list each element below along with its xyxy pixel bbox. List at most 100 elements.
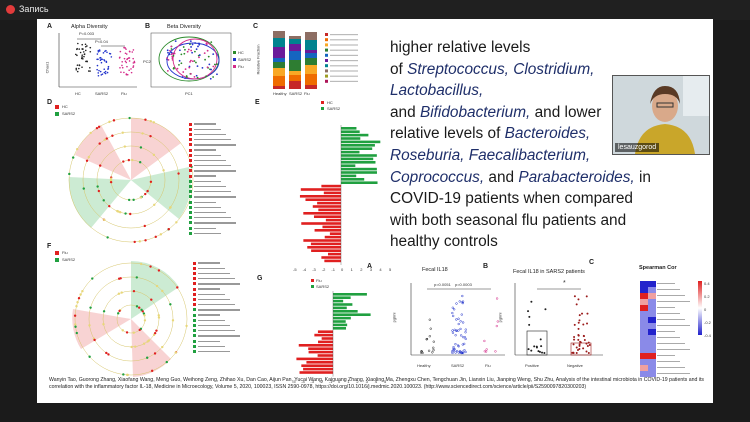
il18-point	[451, 311, 454, 315]
slide-body-text: higher relative levels of Streptococcus,…	[390, 37, 713, 253]
il18-point	[461, 294, 464, 298]
stack-legend-text	[330, 70, 358, 72]
cladogram-node	[139, 262, 143, 266]
heatmap-cell	[648, 365, 656, 371]
lda-tick: 2	[356, 379, 359, 384]
alpha-point	[76, 54, 78, 57]
cladogram-node	[97, 189, 101, 193]
lefse-key-item	[189, 132, 236, 137]
record-icon[interactable]	[6, 5, 15, 14]
lefse-key-swatch	[193, 277, 196, 281]
alpha-point	[77, 42, 79, 45]
il18-b-point	[575, 351, 578, 354]
cladogram-node	[132, 198, 135, 202]
lda-bar	[317, 354, 333, 357]
presenter-webcam[interactable]: lesauzgorod	[612, 75, 710, 155]
lefse-key-item	[189, 122, 236, 127]
heatmap-cell	[640, 329, 648, 335]
il18-point	[452, 314, 455, 318]
cladogram-node	[135, 276, 138, 279]
lda-tick: -1	[328, 379, 333, 384]
il18-a-p2: p=0.0003	[455, 282, 472, 287]
lda-bar	[327, 252, 341, 256]
lda-tick: 3	[369, 267, 373, 272]
il18-point	[456, 344, 460, 347]
lefse-key-text	[194, 222, 236, 224]
il18-point	[483, 350, 486, 353]
alpha-point	[84, 45, 87, 48]
beta-point	[210, 68, 213, 71]
cladogram-node	[143, 224, 146, 228]
alpha-point	[106, 51, 108, 54]
beta-point	[186, 50, 189, 53]
lefse-key-text	[198, 283, 240, 285]
alpha-point	[76, 70, 79, 73]
stack-legend-swatch	[325, 48, 328, 52]
cladogram-node	[108, 120, 111, 124]
il18-point	[452, 308, 456, 311]
alpha-point	[84, 49, 87, 52]
il18-point	[495, 297, 499, 300]
beta-point	[170, 53, 173, 56]
il18-b-point	[541, 351, 544, 354]
il18-b-point	[583, 338, 586, 341]
beta-legend-hc: HC	[238, 50, 244, 55]
stack-legend-swatch	[325, 74, 328, 78]
lefse-key-swatch	[189, 200, 192, 204]
alpha-point	[107, 67, 110, 69]
cladogram-node	[107, 353, 110, 356]
alpha-point	[110, 56, 113, 58]
lefse-key-swatch	[193, 350, 196, 354]
lefse-key-swatch	[193, 339, 196, 343]
heatmap-cell	[640, 281, 648, 287]
cladogram-node	[140, 308, 143, 312]
cladogram-f-legend	[55, 251, 59, 262]
il18-point	[452, 348, 455, 351]
il18-b-plot	[514, 283, 603, 356]
cladogram-node	[81, 289, 84, 293]
il18-point	[461, 321, 465, 324]
lda-bar	[313, 215, 341, 218]
text-line-4: and Bifidobacterium, and lower	[390, 103, 602, 121]
beta-point	[170, 45, 173, 48]
beta-point	[178, 59, 181, 62]
lda-bar-chart-g	[296, 279, 371, 377]
spearman-heatmap	[640, 281, 702, 377]
heatmap-row-label	[657, 331, 675, 333]
beta-point	[201, 66, 204, 69]
heatmap-row-label	[657, 349, 690, 351]
lefse-key-text	[198, 288, 220, 290]
beta-point	[205, 43, 208, 46]
cladogram-node	[174, 351, 178, 354]
il18-b-point	[530, 349, 533, 352]
il18-point	[451, 331, 455, 334]
heatmap-cell	[640, 335, 648, 341]
il18-b-point	[538, 350, 541, 353]
alpha-point	[127, 57, 130, 59]
lefse-key-text	[194, 165, 231, 167]
alpha-point	[126, 73, 129, 76]
lefse-key-swatch	[189, 153, 192, 157]
lda-bar	[324, 259, 341, 263]
il18-b-point	[577, 333, 580, 336]
text-line-9: with both seasonal flu patients and	[390, 211, 627, 229]
lefse-key-swatch	[189, 133, 192, 137]
il18-b-point	[572, 351, 575, 354]
il18-point	[464, 350, 467, 354]
il18-b-point	[586, 345, 589, 348]
lda-bar	[333, 306, 347, 310]
heatmap-cell	[640, 287, 648, 293]
lda-bar	[341, 171, 377, 174]
lefse-key-text	[198, 330, 235, 332]
alpha-point	[81, 54, 84, 56]
heatmap-row-label	[657, 313, 680, 315]
alpha-point	[125, 61, 128, 64]
beta-point	[190, 49, 193, 52]
heatmap-cell	[648, 329, 656, 335]
stacked-segment	[289, 36, 301, 39]
cladogram-node	[149, 180, 153, 183]
lda-bar	[324, 235, 341, 239]
il18-b-point	[573, 323, 576, 326]
stack-legend-text	[330, 44, 358, 46]
clado-f-legend-flu: Flu	[62, 250, 68, 255]
